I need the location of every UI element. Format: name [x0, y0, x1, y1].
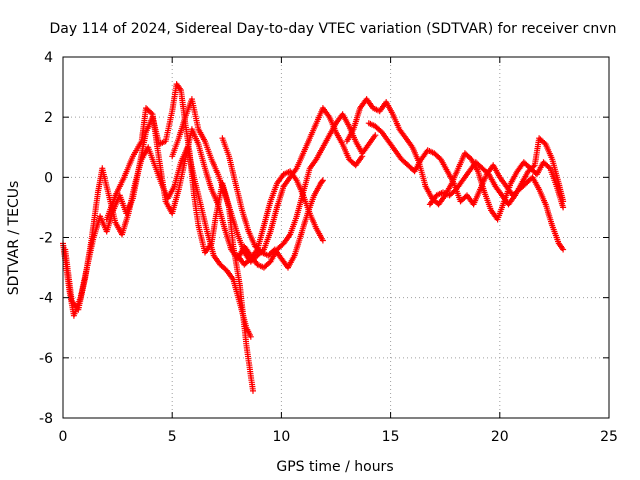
- y-tick-label: -8: [39, 411, 53, 427]
- series-track-8: [365, 120, 567, 253]
- data-point: [545, 164, 552, 171]
- x-tick-label: 10: [272, 429, 290, 445]
- data-point: [560, 198, 567, 205]
- data-point: [319, 177, 326, 184]
- x-tick-label: 5: [168, 429, 177, 445]
- data-point: [319, 178, 326, 185]
- series-track-6: [234, 168, 326, 268]
- series-track-2: [62, 144, 254, 340]
- y-tick-label: -4: [39, 291, 53, 307]
- x-tick-label: 15: [382, 429, 400, 445]
- y-tick-label: 0: [44, 170, 53, 186]
- series-track-9: [426, 135, 567, 208]
- y-tick-label: 2: [44, 110, 53, 126]
- series-track-4: [169, 96, 366, 265]
- x-tick-label: 0: [59, 429, 68, 445]
- data-point: [560, 204, 567, 211]
- data-point: [148, 110, 155, 116]
- ticks-layer: 0 5 10 15 20 25 -8 -6 -4 -2 0 2 4: [39, 50, 618, 445]
- x-axis-label: GPS time / hours: [276, 459, 393, 475]
- y-axis-label: SDTVAR / TECUs: [6, 181, 22, 296]
- data-point: [359, 153, 366, 160]
- data-point: [530, 163, 537, 170]
- data-point: [372, 132, 379, 139]
- y-tick-label: -6: [39, 351, 53, 367]
- data-point: [250, 387, 256, 394]
- data-point: [560, 246, 567, 253]
- data-point: [247, 333, 254, 340]
- x-tick-label: 20: [491, 429, 509, 445]
- series-track-3: [103, 105, 379, 271]
- chart-title: Day 114 of 2024, Sidereal Day-to-day VTE…: [50, 21, 617, 37]
- data-point: [541, 140, 548, 146]
- data-points-layer: [60, 81, 567, 394]
- data-point: [319, 237, 326, 244]
- x-tick-label: 25: [600, 429, 618, 445]
- y-tick-label: 4: [44, 50, 53, 66]
- y-tick-label: -2: [39, 231, 53, 247]
